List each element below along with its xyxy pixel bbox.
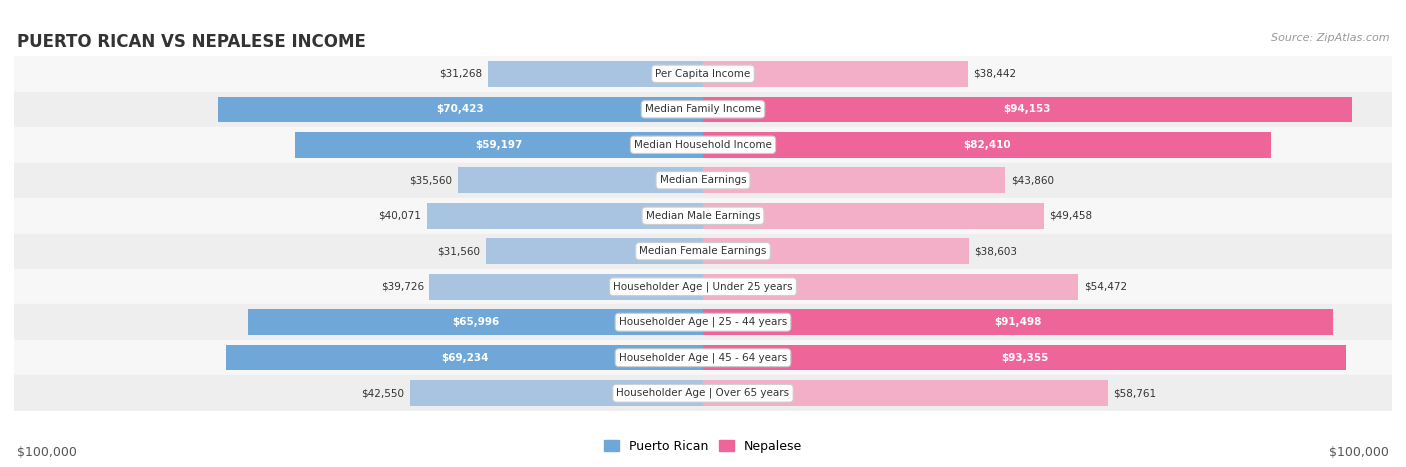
Text: Median Family Income: Median Family Income [645, 104, 761, 114]
Text: $69,234: $69,234 [440, 353, 488, 363]
Bar [14, 163, 1392, 198]
Text: $35,560: $35,560 [409, 175, 453, 185]
Text: Median Female Earnings: Median Female Earnings [640, 246, 766, 256]
Text: $31,560: $31,560 [437, 246, 479, 256]
Bar [14, 198, 1392, 234]
Bar [427, 203, 703, 228]
Text: Median Male Earnings: Median Male Earnings [645, 211, 761, 221]
Text: $38,603: $38,603 [974, 246, 1018, 256]
Bar [703, 203, 1043, 228]
Text: PUERTO RICAN VS NEPALESE INCOME: PUERTO RICAN VS NEPALESE INCOME [17, 33, 366, 51]
Bar [485, 239, 703, 264]
Bar [429, 274, 703, 299]
Bar [458, 168, 703, 193]
Bar [703, 168, 1005, 193]
Text: Householder Age | Under 25 years: Householder Age | Under 25 years [613, 282, 793, 292]
Bar [14, 304, 1392, 340]
Text: Median Earnings: Median Earnings [659, 175, 747, 185]
Bar [703, 132, 1271, 157]
Bar [14, 127, 1392, 163]
Bar [703, 381, 1108, 406]
Bar [226, 345, 703, 370]
Text: $43,860: $43,860 [1011, 175, 1053, 185]
Bar [703, 310, 1333, 335]
Bar [249, 310, 703, 335]
Bar [295, 132, 703, 157]
Bar [703, 345, 1346, 370]
Text: $42,550: $42,550 [361, 388, 405, 398]
Text: $54,472: $54,472 [1084, 282, 1128, 292]
Bar [14, 92, 1392, 127]
Legend: Puerto Rican, Nepalese: Puerto Rican, Nepalese [599, 435, 807, 458]
Bar [14, 234, 1392, 269]
Text: Householder Age | 45 - 64 years: Householder Age | 45 - 64 years [619, 353, 787, 363]
Text: Householder Age | Over 65 years: Householder Age | Over 65 years [616, 388, 790, 398]
Text: $82,410: $82,410 [963, 140, 1011, 150]
Bar [218, 97, 703, 122]
Bar [14, 375, 1392, 411]
Bar [14, 340, 1392, 375]
Text: Per Capita Income: Per Capita Income [655, 69, 751, 79]
Text: $49,458: $49,458 [1049, 211, 1092, 221]
Text: $59,197: $59,197 [475, 140, 523, 150]
Text: $70,423: $70,423 [436, 104, 484, 114]
Bar [703, 239, 969, 264]
Bar [703, 97, 1351, 122]
Bar [703, 274, 1078, 299]
Text: $100,000: $100,000 [1329, 446, 1389, 459]
Text: Householder Age | 25 - 44 years: Householder Age | 25 - 44 years [619, 317, 787, 327]
Text: Median Household Income: Median Household Income [634, 140, 772, 150]
Bar [14, 269, 1392, 304]
Text: $40,071: $40,071 [378, 211, 422, 221]
Text: $58,761: $58,761 [1114, 388, 1157, 398]
Text: $94,153: $94,153 [1004, 104, 1052, 114]
Bar [14, 56, 1392, 92]
Text: $39,726: $39,726 [381, 282, 423, 292]
Bar [703, 61, 967, 86]
Text: Source: ZipAtlas.com: Source: ZipAtlas.com [1271, 33, 1389, 42]
Text: $100,000: $100,000 [17, 446, 77, 459]
Text: $65,996: $65,996 [453, 317, 499, 327]
Text: $91,498: $91,498 [994, 317, 1042, 327]
Bar [488, 61, 703, 86]
Bar [411, 381, 703, 406]
Text: $38,442: $38,442 [973, 69, 1017, 79]
Text: $31,268: $31,268 [439, 69, 482, 79]
Text: $93,355: $93,355 [1001, 353, 1049, 363]
